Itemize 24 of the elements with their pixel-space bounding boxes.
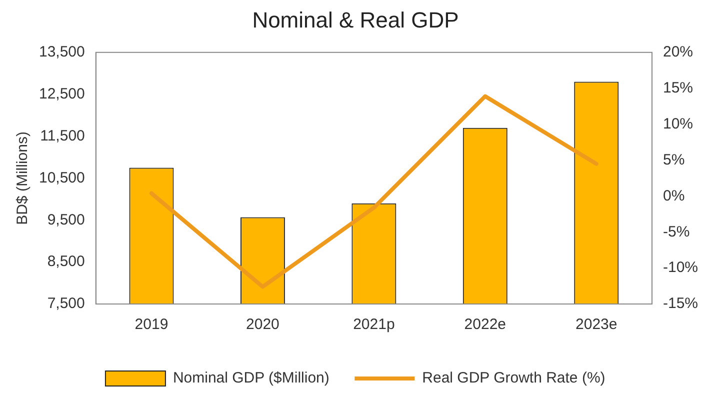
chart-title: Nominal & Real GDP <box>252 7 459 32</box>
y2-tick-label: 20% <box>662 44 694 61</box>
y2-tick-label: 5% <box>662 151 685 168</box>
x-tick-label: 2019 <box>134 316 168 334</box>
x-tick-label: 2021p <box>353 316 395 334</box>
y-axis-title: BD$ (Millions) <box>14 132 32 225</box>
y-tick-label: 13,500 <box>38 44 85 61</box>
y2-tick-label: -5% <box>662 223 690 240</box>
y-tick-label: 8,500 <box>47 253 85 270</box>
y-tick-label: 9,500 <box>47 211 85 228</box>
y-tick-label: 11,500 <box>40 127 85 144</box>
y2-tick-label: 10% <box>662 115 694 132</box>
y2-tick-label: -15% <box>662 295 698 312</box>
y-tick-label: 7,500 <box>47 295 85 312</box>
y2-tick-label: 0% <box>662 187 685 204</box>
y-tick-label: 10,500 <box>38 169 85 186</box>
legend-label: Nominal GDP ($Million) <box>172 370 330 387</box>
legend-label: Real GDP Growth Rate (%) <box>422 370 606 387</box>
y2-tick-label: 15% <box>662 79 694 96</box>
x-tick-label: 2020 <box>246 316 280 334</box>
x-tick-label: 2023e <box>576 316 618 334</box>
y-tick-label: 12,500 <box>38 85 85 102</box>
x-tick-label: 2022e <box>464 316 506 334</box>
y2-tick-label: -10% <box>662 259 698 276</box>
